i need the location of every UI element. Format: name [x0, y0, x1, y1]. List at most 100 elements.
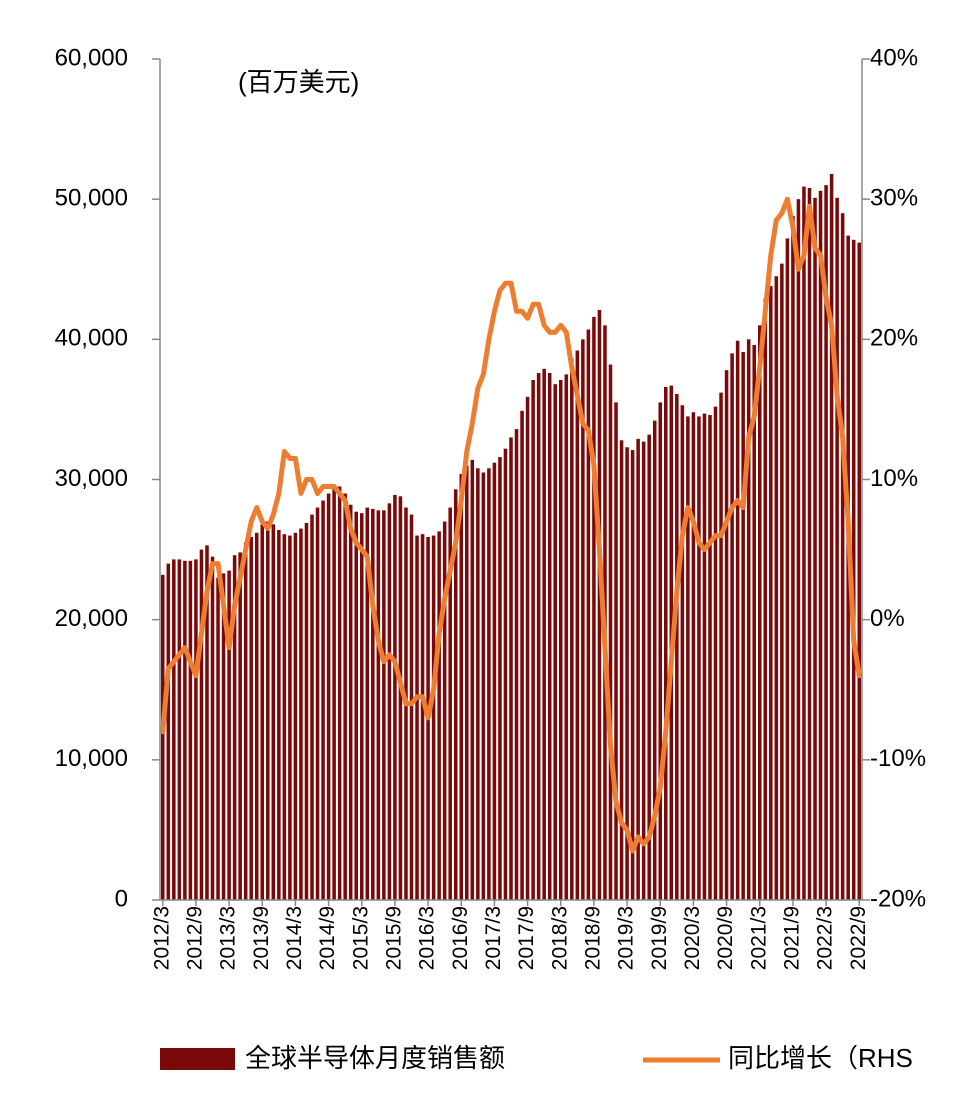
bar — [636, 438, 640, 900]
bar — [625, 447, 629, 900]
bar — [221, 573, 226, 900]
x-tick-label: 2016/9 — [449, 906, 472, 970]
bar — [713, 406, 718, 900]
bar — [785, 238, 790, 900]
bar — [547, 372, 552, 900]
bar — [481, 472, 486, 900]
bar — [448, 507, 452, 900]
bar — [266, 521, 270, 900]
y-tick-label: 60,000 — [55, 44, 128, 71]
bar — [647, 434, 651, 900]
y2-tick-label: -10% — [870, 745, 926, 772]
bar — [724, 370, 729, 900]
bar — [216, 577, 220, 900]
bar — [730, 353, 734, 901]
bar — [835, 197, 839, 900]
bar — [232, 555, 237, 900]
bar — [288, 535, 292, 900]
bar — [332, 486, 336, 900]
bar — [166, 563, 171, 900]
y2-tick-label: -20% — [870, 885, 926, 912]
bar — [536, 372, 541, 900]
bar — [658, 402, 663, 900]
legend-label: 同比增长（RHS — [728, 1043, 913, 1073]
bar — [409, 514, 414, 900]
bar — [796, 199, 801, 900]
bar — [260, 524, 265, 900]
bar — [503, 448, 508, 900]
x-tick-label: 2016/3 — [416, 906, 439, 970]
bar — [752, 344, 756, 900]
bar — [840, 213, 845, 900]
bar — [442, 521, 447, 900]
bar — [348, 504, 353, 900]
bar — [824, 185, 828, 900]
bar — [807, 187, 812, 900]
bar — [271, 524, 276, 900]
bar — [321, 500, 325, 900]
unit-annotation: (百万美元) — [238, 67, 359, 97]
bar — [531, 379, 535, 900]
bar — [205, 545, 209, 900]
y2-tick-label: 0% — [870, 605, 905, 632]
bar — [575, 350, 580, 901]
bar — [813, 197, 817, 900]
bar — [371, 508, 375, 900]
bar — [520, 410, 524, 900]
bar — [735, 340, 740, 900]
y2-tick-label: 20% — [870, 325, 918, 352]
bar — [326, 493, 331, 900]
bar — [470, 459, 475, 900]
bar — [310, 514, 314, 900]
bar — [691, 412, 696, 900]
bar — [630, 450, 635, 900]
bar — [586, 329, 591, 900]
bar — [359, 513, 364, 900]
bar — [354, 511, 358, 900]
bar — [238, 552, 242, 900]
x-tick-label: 2020/9 — [714, 906, 737, 970]
bar — [431, 535, 436, 900]
bar — [702, 413, 707, 900]
y2-tick-label: 10% — [870, 465, 918, 492]
bar — [525, 396, 530, 900]
x-tick-label: 2020/3 — [681, 906, 704, 970]
bar — [387, 503, 392, 900]
bar — [420, 534, 425, 900]
bar — [763, 298, 768, 900]
legend-swatch — [160, 1048, 235, 1070]
x-tick-label: 2022/9 — [847, 906, 870, 970]
bar — [802, 186, 806, 901]
bar — [453, 489, 458, 900]
bar — [769, 286, 773, 900]
y-tick-label: 10,000 — [55, 745, 128, 772]
bar — [542, 368, 546, 901]
bar — [415, 535, 419, 900]
legend-label: 全球半导体月度销售额 — [245, 1043, 505, 1073]
bar — [437, 531, 441, 900]
bar — [183, 560, 187, 900]
yoy-line — [160, 196, 862, 854]
x-tick-label: 2021/3 — [747, 906, 770, 970]
bar — [337, 486, 342, 900]
x-tick-label: 2018/9 — [581, 906, 604, 970]
bar — [343, 493, 347, 900]
bar — [608, 364, 613, 900]
bar — [194, 559, 198, 900]
bar — [664, 386, 668, 900]
bar — [514, 429, 519, 900]
bar — [680, 405, 685, 900]
bar — [487, 468, 491, 900]
bar — [581, 339, 585, 900]
bar — [564, 374, 569, 900]
bar — [476, 468, 480, 900]
bar — [746, 339, 751, 900]
bar — [393, 494, 397, 900]
bar — [188, 560, 193, 900]
bar — [509, 437, 513, 900]
bar — [774, 276, 779, 901]
bar — [282, 534, 287, 900]
x-tick-label: 2019/3 — [615, 906, 638, 970]
bar — [398, 496, 403, 900]
